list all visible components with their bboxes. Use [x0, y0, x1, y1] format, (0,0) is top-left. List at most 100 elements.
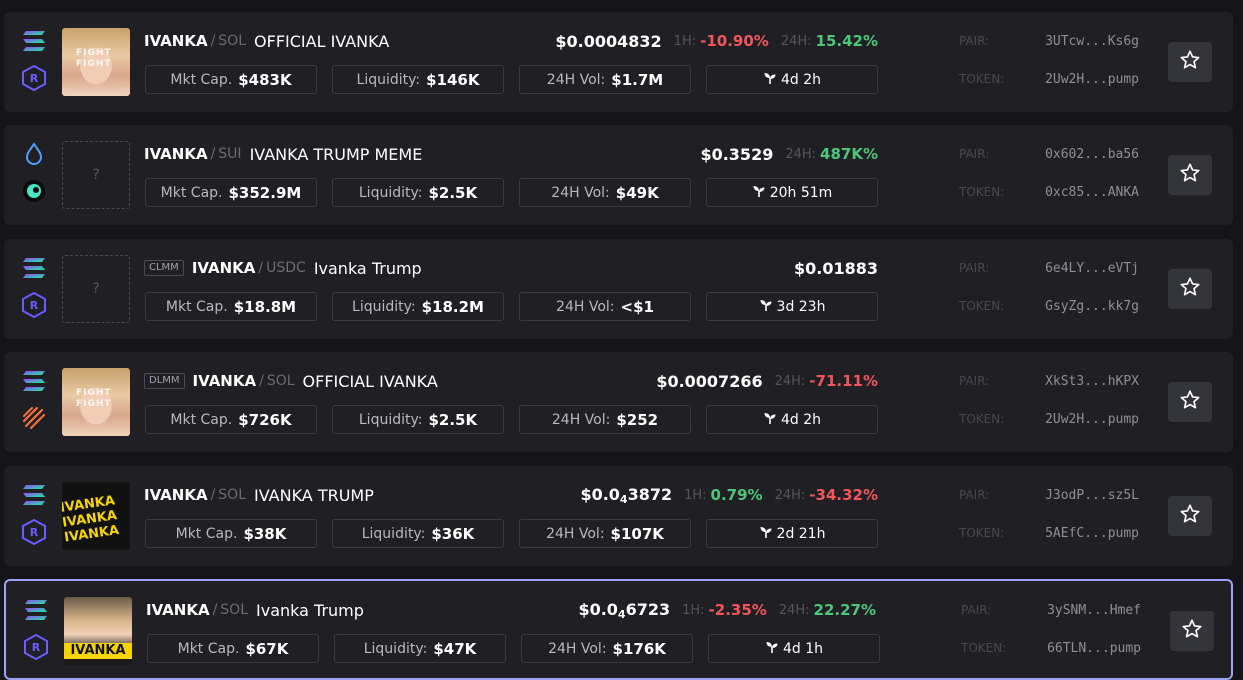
image-overlay-text: IVANKA IVANKA IVANKA	[62, 493, 121, 546]
pair-row[interactable]: ? IVANKA / SUI IVANKA TRUMP MEME $0.3529 24H: 4…	[4, 125, 1233, 225]
chain-dex-icons	[21, 142, 47, 207]
svg-text:R: R	[30, 526, 39, 539]
pair-address-label: PAIR:	[959, 374, 990, 388]
pair-address-value[interactable]: J3odP...sz5L	[1045, 488, 1139, 503]
raydium-icon: R	[22, 291, 46, 322]
price-area: $0.0007266 24H: -71.11%	[656, 370, 878, 392]
pair-title[interactable]: IVANKA / SOL IVANKA TRUMP	[144, 484, 374, 506]
price-digits: 3872	[627, 484, 673, 504]
pair-row[interactable]: R IVANKA IVANKA IVANKA IVANKA / SOL IVANKA TR…	[4, 466, 1233, 566]
change-1h: -2.35%	[708, 601, 767, 619]
price-area: $0.043872 1H: 0.79% 24H: -34.32%	[580, 484, 878, 506]
change-24h-label: 24H:	[785, 146, 817, 162]
chain-badge	[21, 484, 47, 510]
base-symbol: IVANKA	[144, 486, 208, 504]
token-image: ?	[62, 141, 130, 209]
price-area: $0.3529 24H: 487K%	[700, 143, 878, 165]
quote-symbol: SOL	[218, 33, 247, 49]
pair-address-label: PAIR:	[961, 603, 992, 617]
token-address-value[interactable]: 5AEfC...pump	[1045, 526, 1139, 541]
price-main: $0.0007266	[656, 371, 763, 391]
token-name: IVANKA TRUMP MEME	[249, 144, 423, 164]
token-address-value[interactable]: 66TLN...pump	[1047, 641, 1141, 656]
star-icon	[1181, 618, 1203, 644]
change-24h: 487K%	[820, 145, 878, 163]
change-1h-label: 1H:	[673, 33, 697, 49]
svg-text:R: R	[30, 299, 39, 312]
pair-address-value[interactable]: 0x602...ba56	[1045, 147, 1139, 162]
market-cap-box: Mkt Cap. $67K	[147, 634, 319, 663]
pair-title[interactable]: CLMM IVANKA / USDC Ivanka Trump	[144, 257, 422, 279]
pair-title[interactable]: IVANKA / SOL OFFICIAL IVANKA	[144, 30, 389, 52]
age-box: 4d 1h	[708, 634, 880, 663]
pair-address-value[interactable]: 3ySNM...Hmef	[1047, 603, 1141, 618]
pair-address-value[interactable]: XkSt3...hKPX	[1045, 374, 1139, 389]
favorite-button[interactable]	[1168, 42, 1212, 82]
volume-box: 24H Vol: $49K	[519, 178, 691, 207]
favorite-button[interactable]	[1168, 496, 1212, 536]
liquidity-label: Liquidity:	[363, 640, 428, 657]
pair-age: 3d 23h	[776, 298, 826, 315]
sprout-icon	[759, 297, 773, 316]
pair-address-value[interactable]: 6e4LY...eVTj	[1045, 261, 1139, 276]
pair-title[interactable]: IVANKA / SOL Ivanka Trump	[146, 599, 364, 621]
change-1h-label: 1H:	[684, 487, 707, 503]
dex-badge: R	[23, 633, 49, 662]
favorite-button[interactable]	[1168, 269, 1212, 309]
sprout-icon	[765, 639, 779, 658]
chain-dex-icons: R	[21, 257, 47, 321]
cetus-icon	[22, 179, 46, 207]
liquidity-value: $47K	[433, 639, 477, 658]
token-address-value[interactable]: 2Uw2H...pump	[1045, 72, 1139, 87]
pair-title[interactable]: DLMM IVANKA / SOL OFFICIAL IVANKA	[144, 370, 438, 392]
quote-symbol: SOL	[218, 487, 247, 503]
pair-address-value[interactable]: 3UTcw...Ks6g	[1045, 34, 1139, 49]
svg-text:R: R	[30, 72, 39, 85]
pair-separator: /	[259, 373, 264, 389]
pair-row[interactable]: R FIGHT FIGHT IVANKA / SOL OFFICIAL IVANKA $0.…	[4, 12, 1233, 112]
dex-badge	[21, 406, 47, 433]
token-address-value[interactable]: 0xc85...ANKA	[1045, 185, 1139, 200]
volume-label: 24H Vol:	[548, 640, 607, 657]
token-address-value[interactable]: 2Uw2H...pump	[1045, 412, 1139, 427]
market-cap-label: Mkt Cap.	[160, 184, 223, 201]
liquidity-label: Liquidity:	[358, 184, 423, 201]
price-main: $0.01883	[793, 258, 878, 278]
volume-label: 24H Vol:	[551, 184, 610, 201]
price: $0.046723	[578, 600, 670, 621]
star-icon	[1179, 503, 1201, 529]
pair-title[interactable]: IVANKA / SUI IVANKA TRUMP MEME	[144, 143, 422, 165]
favorite-button[interactable]	[1168, 382, 1212, 422]
token-image: IVANKA IVANKA IVANKA	[62, 482, 130, 550]
star-icon	[1179, 276, 1201, 302]
age-box: 3d 23h	[706, 292, 878, 321]
liquidity-label: Liquidity:	[358, 411, 423, 428]
market-cap-box: Mkt Cap. $726K	[145, 405, 317, 434]
favorite-button[interactable]	[1168, 155, 1212, 195]
liquidity-label: Liquidity:	[356, 71, 421, 88]
liquidity-box: Liquidity: $36K	[332, 519, 504, 548]
quote-symbol: USDC	[266, 260, 306, 276]
star-icon	[1179, 389, 1201, 415]
liquidity-label: Liquidity:	[361, 525, 426, 542]
price: $0.043872	[580, 485, 672, 506]
favorite-button[interactable]	[1170, 611, 1214, 651]
stats-bar: Mkt Cap. $352.9M Liquidity: $2.5K 24H Vol: $4…	[145, 178, 878, 207]
pair-row[interactable]: R IVANKA IVANKA / SOL Ivanka Trump $0.046723 1H…	[4, 579, 1233, 680]
pair-address-label: PAIR:	[959, 261, 990, 275]
chain-dex-icons: R	[23, 599, 49, 663]
pair-address-label: PAIR:	[959, 147, 990, 161]
market-cap-value: $483K	[238, 70, 292, 89]
token-name: OFFICIAL IVANKA	[254, 31, 390, 51]
price-area: $0.0004832 1H: -10.90% 24H: 15.42%	[555, 30, 878, 52]
base-symbol: IVANKA	[144, 145, 208, 163]
dex-badge	[21, 180, 47, 206]
pair-row[interactable]: FIGHT FIGHT DLMM IVANKA / SOL OFFICIAL IVANKA…	[4, 352, 1233, 452]
volume-box: 24H Vol: $176K	[521, 634, 693, 663]
pair-row[interactable]: R? CLMM IVANKA / USDC Ivanka Trump $0.01883 Mkt…	[4, 239, 1233, 339]
image-overlay-text: FIGHT FIGHT	[76, 48, 112, 69]
quote-symbol: SUI	[218, 146, 242, 162]
price: $0.0004832	[555, 32, 661, 51]
base-symbol: IVANKA	[191, 259, 256, 277]
token-address-value[interactable]: GsyZg...kk7g	[1045, 299, 1139, 314]
